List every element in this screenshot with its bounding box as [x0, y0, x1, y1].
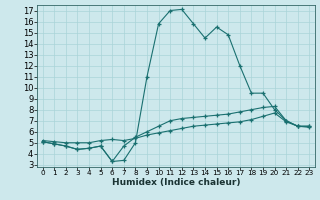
X-axis label: Humidex (Indice chaleur): Humidex (Indice chaleur) [112, 178, 240, 187]
